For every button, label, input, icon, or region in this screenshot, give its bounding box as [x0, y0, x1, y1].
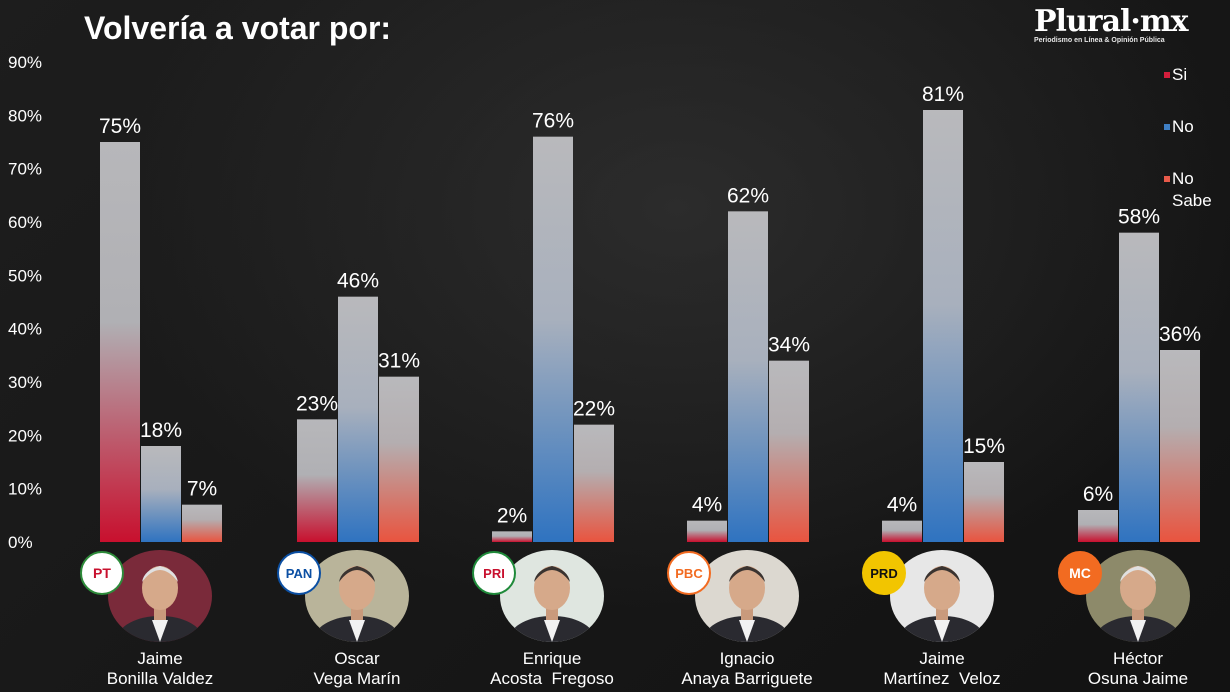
bar-no-sabe: [769, 360, 809, 542]
bar-no-sabe: [182, 504, 222, 542]
candidate-last-name: Anaya Barriguete: [681, 669, 813, 688]
candidate-photo: [108, 550, 212, 642]
data-label-no: 76%: [532, 110, 574, 133]
bar-no: [923, 110, 963, 542]
bar-no-sabe: [964, 462, 1004, 542]
candidate-name: Héctor Osuna Jaime: [1038, 649, 1230, 689]
data-label-no-sabe: 31%: [378, 350, 420, 373]
y-tick-label: 80%: [8, 106, 42, 125]
candidate-photo: [500, 550, 604, 642]
legend-item-no-sabe: No Sabe: [1164, 168, 1230, 212]
bar-si: [492, 531, 532, 542]
bar-no: [728, 211, 768, 543]
party-logo-icon: MC: [1058, 551, 1102, 595]
party-logo-icon: PT: [80, 551, 124, 595]
candidate-last-name: Vega Marín: [313, 669, 401, 688]
legend-swatch-no: [1164, 124, 1170, 130]
y-tick-label: 90%: [8, 53, 42, 72]
data-label-si: 6%: [1083, 483, 1113, 506]
y-tick-label: 70%: [8, 160, 42, 179]
party-logo-icon: PRI: [472, 551, 516, 595]
bar-no: [533, 136, 573, 542]
bar-si: [882, 520, 922, 542]
data-label-no-sabe: 22%: [573, 398, 615, 421]
y-tick-label: 0%: [8, 533, 33, 552]
candidate-name: Jaime Bonilla Valdez: [60, 649, 260, 689]
candidate-photo: [305, 550, 409, 642]
data-label-si: 4%: [692, 494, 722, 517]
data-label-no-sabe: 36%: [1159, 323, 1201, 346]
y-axis: 0% 10% 20% 30% 40% 50% 60% 70% 80% 90%: [8, 53, 42, 552]
bar-no-sabe: [574, 424, 614, 542]
candidate-name: Jaime Martínez Veloz: [842, 649, 1042, 689]
bar-no: [141, 446, 181, 542]
logo-tagline: Periodismo en Línea & Opinión Pública: [1034, 37, 1165, 44]
candidate-last-name: Martínez Veloz: [883, 669, 1001, 688]
data-labels-layer: 75% 18% 7% 23% 46% 31% 2% 76% 22% 4% 62% 34% 4% 81% 15…: [99, 83, 1201, 527]
bar-no: [338, 296, 378, 542]
bar-no-sabe: [379, 376, 419, 542]
data-label-no: 18%: [140, 419, 182, 442]
y-tick-label: 20%: [8, 426, 42, 445]
data-label-no-sabe: 7%: [187, 478, 217, 501]
candidate-photo: [1086, 550, 1190, 642]
legend-swatch-si: [1164, 72, 1170, 78]
candidate-last-name: Osuna Jaime: [1087, 669, 1189, 688]
candidate-first-name: Oscar: [334, 649, 380, 668]
candidate-first-name: Ignacio: [719, 649, 775, 668]
chart-title: Volvería a votar por:: [84, 10, 392, 46]
bar-no-sabe: [1160, 350, 1200, 542]
data-label-si: 2%: [497, 504, 527, 527]
candidate-name: Enrique Acosta Fregoso: [452, 649, 652, 689]
data-label-no: 81%: [922, 83, 964, 106]
legend-item-no: No: [1164, 116, 1194, 138]
legend-label-no-sabe: No Sabe: [1172, 169, 1212, 210]
y-tick-label: 50%: [8, 266, 42, 285]
legend-swatch-no-sabe: [1164, 176, 1170, 182]
candidate-first-name: Enrique: [522, 649, 582, 668]
logo-name: Plural·mx: [1034, 4, 1188, 39]
bar-no: [1119, 232, 1159, 542]
y-tick-label: 10%: [8, 480, 42, 499]
legend-label-no: No: [1172, 117, 1194, 136]
y-tick-label: 40%: [8, 320, 42, 339]
data-label-no: 62%: [727, 184, 769, 207]
candidate-name: Oscar Vega Marín: [257, 649, 457, 689]
candidate-last-name: Acosta Fregoso: [490, 669, 614, 688]
data-label-no-sabe: 15%: [963, 435, 1005, 458]
y-tick-label: 60%: [8, 213, 42, 232]
bars-layer: [100, 110, 1200, 543]
legend-item-si: Si: [1164, 64, 1188, 86]
legend-label-si: Si: [1172, 65, 1188, 84]
candidate-photo: [890, 550, 994, 642]
candidate-last-name: Bonilla Valdez: [106, 669, 214, 688]
candidate-first-name: Jaime: [919, 649, 965, 668]
party-logo-icon: PAN: [277, 551, 321, 595]
data-label-si: 4%: [887, 494, 917, 517]
candidate-first-name: Jaime: [137, 649, 183, 668]
y-tick-label: 30%: [8, 373, 42, 392]
bar-si: [1078, 510, 1118, 542]
data-label-si: 23%: [296, 392, 338, 415]
party-logo-icon: PRD: [862, 551, 906, 595]
data-label-si: 75%: [99, 115, 141, 138]
data-label-no-sabe: 34%: [768, 334, 810, 357]
candidate-photo: [695, 550, 799, 642]
bar-si: [297, 419, 337, 542]
party-logo-icon: PBC: [667, 551, 711, 595]
candidate-first-name: Héctor: [1112, 649, 1164, 668]
data-label-no: 58%: [1118, 206, 1160, 229]
bar-si: [100, 142, 140, 542]
brand-logo: Plural·mx Periodismo en Línea & Opinión …: [1034, 4, 1210, 45]
bar-si: [687, 520, 727, 542]
candidate-name: Ignacio Anaya Barriguete: [647, 649, 847, 689]
data-label-no: 46%: [337, 270, 379, 293]
